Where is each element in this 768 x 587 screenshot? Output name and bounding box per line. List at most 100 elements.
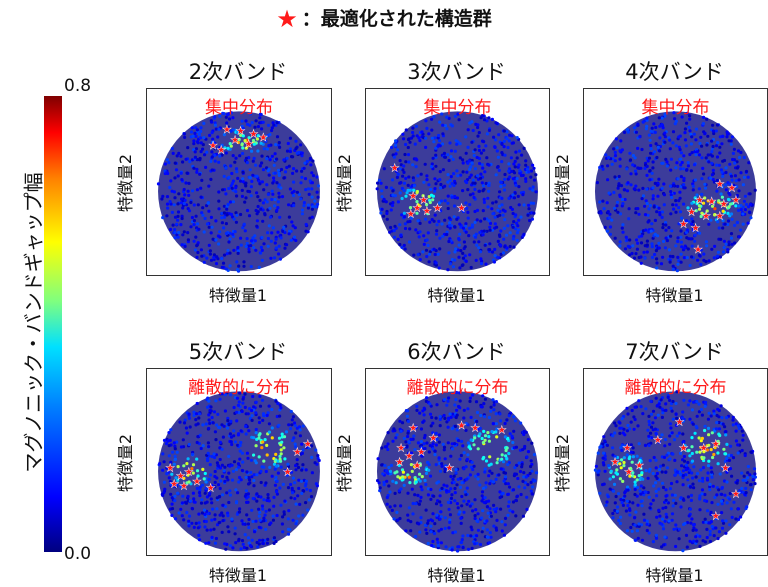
data-point: [640, 147, 644, 152]
data-point: [458, 399, 462, 403]
data-point: [639, 405, 643, 409]
data-point: [477, 148, 481, 152]
data-point: [717, 488, 721, 492]
data-point: [471, 393, 475, 397]
data-point: [660, 116, 664, 120]
data-point: [710, 247, 714, 251]
data-point: [229, 435, 234, 439]
data-point: [196, 435, 200, 439]
data-point: [247, 214, 252, 218]
data-point: [443, 124, 447, 128]
data-point: [391, 193, 395, 197]
data-point: [709, 466, 713, 470]
data-point: [507, 162, 511, 166]
data-point: [187, 181, 191, 185]
data-point: [249, 470, 253, 475]
data-point: [244, 244, 248, 249]
data-point: [600, 164, 604, 168]
data-point: [632, 256, 637, 260]
data-point: [195, 188, 199, 192]
data-point: [229, 164, 233, 168]
data-point: [525, 495, 529, 499]
data-point: [176, 491, 180, 495]
data-point: [261, 507, 265, 511]
data-point: [445, 489, 449, 493]
data-point: [611, 475, 615, 479]
data-point: [273, 483, 277, 487]
data-point: [623, 444, 627, 448]
data-point: [164, 442, 169, 446]
data-point: [467, 499, 471, 503]
data-point: [735, 220, 739, 224]
data-point: [503, 153, 507, 157]
data-point: [388, 490, 392, 494]
data-point: [615, 461, 619, 465]
data-point: [385, 217, 389, 221]
data-point: [270, 426, 274, 430]
data-point: [235, 419, 239, 423]
data-point: [652, 205, 656, 209]
data-point: [187, 442, 191, 447]
data-point: [474, 474, 478, 478]
data-point: [428, 412, 433, 416]
data-point: [517, 149, 522, 153]
data-point: [260, 161, 264, 165]
data-point: [653, 181, 657, 185]
x-axis-label: 特徴量1: [208, 566, 268, 585]
data-point: [276, 168, 281, 172]
data-point: [698, 508, 702, 512]
scatter-panel: ★ ★ ★ ★ ★ ★ ★ ★ ★ ★ 離散的に分布: [146, 368, 332, 556]
data-point: [425, 441, 429, 445]
data-point: [411, 176, 415, 180]
data-point: [482, 200, 486, 204]
data-point: [231, 232, 235, 236]
data-point: [488, 228, 492, 232]
data-point: [611, 511, 615, 516]
data-point: [168, 227, 173, 232]
data-point: [698, 534, 702, 538]
data-point: [476, 447, 480, 451]
data-point: [402, 483, 406, 487]
data-point: [660, 415, 664, 419]
data-point: [224, 151, 228, 155]
data-point: [452, 215, 456, 219]
data-point: [205, 150, 209, 154]
data-point: [657, 241, 661, 245]
data-point: [436, 252, 440, 256]
optimized-star-marker: ★: [693, 243, 703, 256]
data-point: [493, 145, 497, 149]
data-point: [669, 168, 673, 172]
data-point: [461, 534, 465, 538]
data-point: [259, 245, 263, 249]
data-point: [294, 147, 298, 151]
data-point: [430, 519, 435, 523]
data-point: [217, 160, 221, 164]
data-point: [733, 174, 737, 178]
data-point: [251, 519, 255, 524]
data-point: [468, 121, 472, 125]
data-point: [423, 523, 428, 527]
data-point: [704, 400, 708, 404]
data-point: [692, 163, 697, 167]
data-point: [228, 489, 232, 493]
data-point: [681, 410, 685, 414]
data-point: [519, 421, 523, 425]
data-point: [237, 411, 241, 415]
data-point: [247, 541, 251, 545]
data-point: [402, 188, 406, 192]
data-point: [607, 464, 611, 468]
data-point: [299, 143, 303, 147]
data-point: [613, 159, 617, 163]
data-point: [258, 116, 262, 120]
data-point: [399, 504, 403, 508]
data-point: [686, 161, 690, 165]
data-point: [222, 174, 226, 178]
data-point: [241, 134, 245, 138]
data-point: [717, 530, 721, 534]
data-point: [438, 417, 442, 422]
scatter-plot: ★★★★★★★★: [156, 111, 320, 273]
data-point: [466, 216, 470, 220]
data-point: [473, 436, 477, 440]
data-point: [690, 451, 694, 456]
data-point: [448, 141, 452, 145]
